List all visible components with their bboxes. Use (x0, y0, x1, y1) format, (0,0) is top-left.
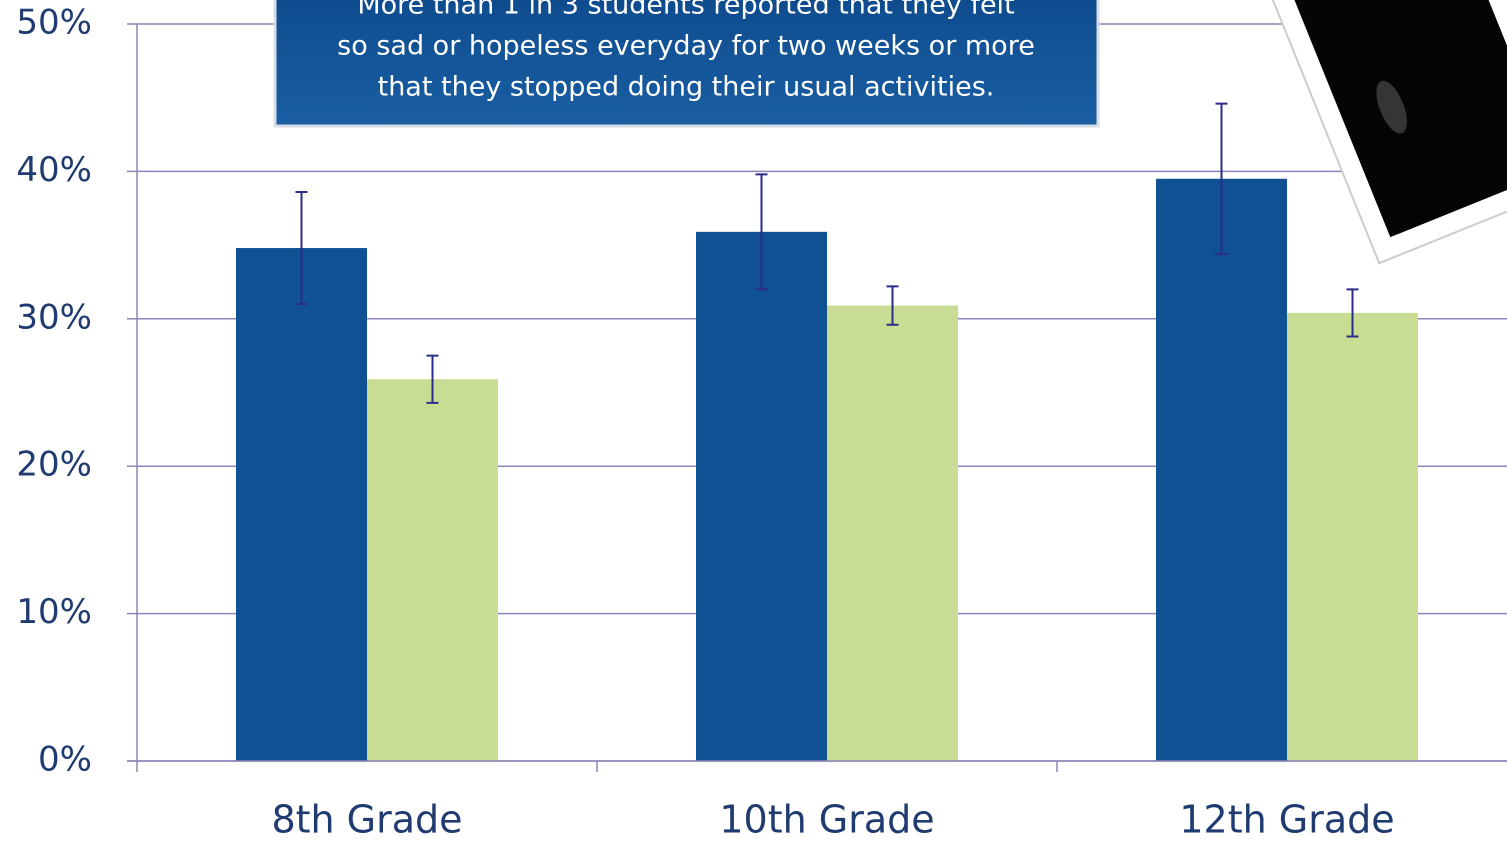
y-tick-label: 30% (16, 297, 92, 337)
photo (1265, 0, 1507, 265)
annotation-line: so sad or hopeless everyday for two week… (337, 31, 1035, 62)
x-tick-label: 12th Grade (1179, 798, 1394, 842)
y-tick-label: 0% (38, 740, 92, 780)
plot-area: 0% 10% 20% 30% 40% 50% 8th Grade 10th Grade 12th… (16, 3, 1507, 842)
bar (236, 248, 367, 762)
annotation-line: that they stopped doing their usual acti… (378, 72, 995, 103)
photo-image (1292, 0, 1507, 238)
error-bar (755, 173, 768, 291)
y-tick-label: 10% (16, 592, 92, 632)
y-tick-label: 40% (16, 150, 92, 190)
y-tick-label: 20% (16, 445, 92, 485)
annotation-line: More than 1 in 3 students reported that … (357, 0, 1014, 21)
annotation-box: More than 1 in 3 students reported that … (273, 0, 1100, 128)
error-bar (426, 354, 439, 404)
error-bar (1215, 102, 1228, 255)
error-bar (1346, 288, 1359, 338)
bar (1287, 312, 1418, 761)
bar (827, 305, 958, 761)
error-bar (295, 191, 308, 306)
bar (1156, 178, 1287, 761)
error-bar (886, 285, 899, 326)
x-tick-label: 10th Grade (719, 798, 934, 842)
bar (696, 231, 827, 762)
bar (367, 379, 498, 761)
y-tick-label: 50% (16, 3, 92, 43)
x-tick-label: 8th Grade (271, 798, 462, 842)
annotation-background (273, 0, 1100, 128)
photo-detail (1376, 80, 1407, 134)
